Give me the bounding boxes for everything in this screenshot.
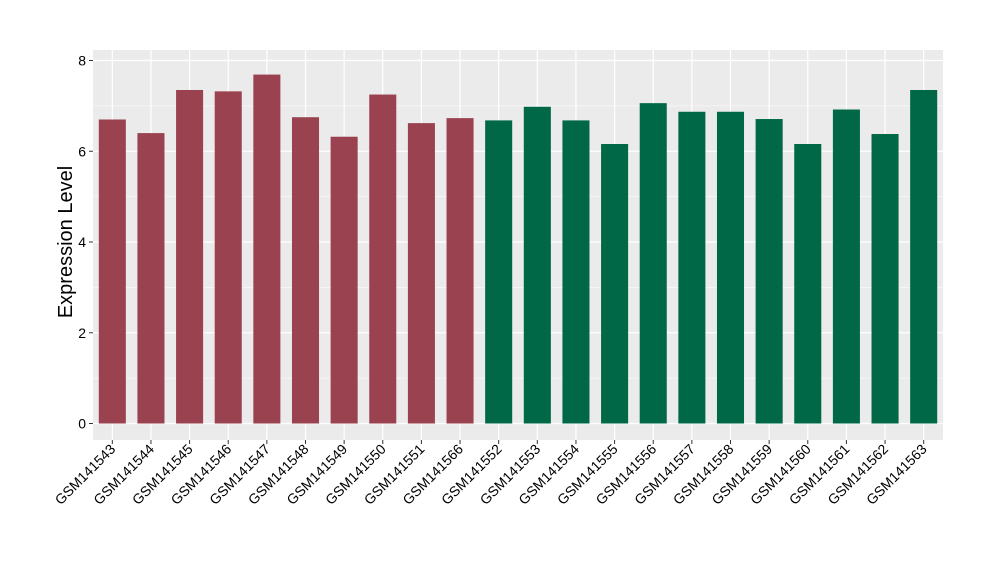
bar-GSM141560	[794, 143, 822, 424]
bar-GSM141550	[369, 94, 397, 424]
bar-GSM141548	[291, 117, 320, 424]
y-axis-title: Expression Level	[55, 166, 77, 318]
bar-GSM141553	[523, 106, 551, 424]
y-tick-label: 0	[78, 416, 86, 432]
x-axis: GSM141543GSM141544GSM141545GSM141546GSM1…	[52, 440, 930, 508]
bar-GSM141554	[562, 120, 590, 424]
bar-GSM141544	[137, 133, 165, 424]
bars	[98, 74, 938, 424]
bar-GSM141562	[871, 134, 899, 424]
bar-GSM141545	[176, 89, 204, 424]
bar-GSM141558	[716, 111, 745, 424]
bar-GSM141557	[678, 111, 706, 424]
bar-GSM141543	[98, 119, 126, 424]
y-tick-label: 8	[78, 53, 86, 69]
bar-GSM141555	[601, 143, 629, 424]
bar-GSM141549	[330, 136, 358, 424]
y-tick-label: 2	[78, 325, 86, 341]
bar-GSM141559	[755, 119, 783, 424]
y-tick-label: 4	[78, 234, 86, 250]
bar-GSM141551	[407, 123, 435, 424]
y-tick-label: 6	[78, 143, 86, 159]
bar-GSM141556	[639, 103, 667, 424]
bar-GSM141552	[485, 120, 513, 424]
y-axis: 0 2 4 6 8	[78, 53, 93, 432]
bar-GSM141563	[910, 89, 938, 424]
bar-GSM141547	[253, 74, 281, 424]
bar-GSM141561	[832, 109, 860, 424]
bar-GSM141566	[446, 118, 474, 424]
bar-GSM141546	[214, 91, 242, 424]
